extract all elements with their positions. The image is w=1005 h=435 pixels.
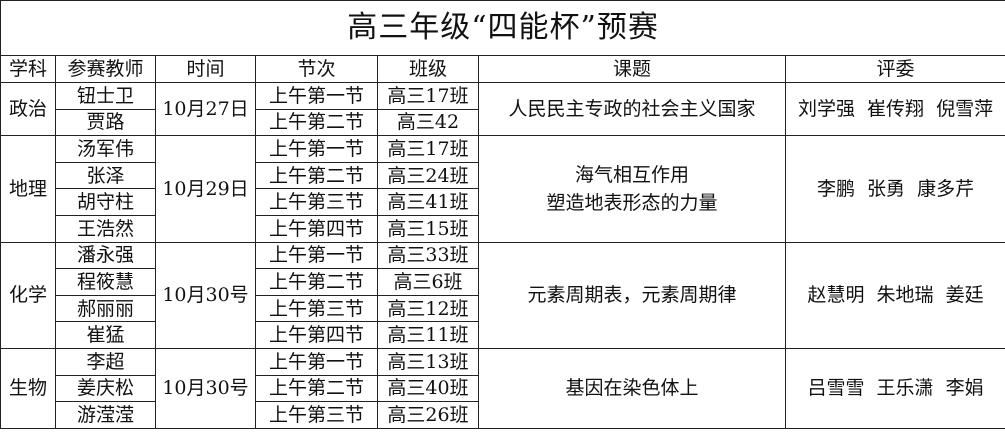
class-cell: 高三40班 <box>377 374 479 403</box>
teacher-cell: 姜庆松 <box>55 374 156 403</box>
topic-line: 元素周期表，元素周期律 <box>527 284 737 307</box>
teacher-cell: 崔猛 <box>55 321 156 349</box>
period-cell: 上午第一节 <box>255 241 378 270</box>
table-row: 程筱慧 上午第二节 高三6班 <box>1 268 1005 296</box>
period-cell: 上午第二节 <box>255 374 378 403</box>
topic-line: 海气相互作用 <box>574 163 689 186</box>
period-cell: 上午第三节 <box>255 294 378 323</box>
subject-cell: 生物 <box>0 347 56 429</box>
class-cell: 高三33班 <box>377 241 479 270</box>
class-cell: 高三42 <box>377 108 479 137</box>
teacher-cell: 钮士卫 <box>55 82 156 110</box>
table-row: 张泽 上午第二节 高三24班 <box>1 161 1005 190</box>
teacher-cell: 潘永强 <box>55 241 156 270</box>
table-row: 郝丽丽 上午第三节 高三12班 <box>1 294 1005 323</box>
period-cell: 上午第二节 <box>255 268 378 296</box>
teacher-cell: 程筱慧 <box>55 268 156 296</box>
judges-cell: 刘学强 崔传翔 倪雪萍 <box>784 81 1005 137</box>
class-cell: 高三6班 <box>377 268 479 296</box>
table-row: 地理 汤军伟 10月29日 上午第一节 高三17班 海气相互作用 塑造地表形态的力量 李鹏 张… <box>0 135 1005 243</box>
class-cell: 高三13班 <box>377 347 479 376</box>
topic-line: 人民民主专政的社会主义国家 <box>508 98 756 121</box>
table-row: 胡守柱 上午第三节 高三41班 <box>1 188 1005 216</box>
date-cell: 10月30号 <box>155 241 256 349</box>
topic-cell: 海气相互作用塑造地表形态的力量 <box>478 135 786 243</box>
judges-cell: 吕雪雪 王乐潇 李娟 <box>784 347 1005 429</box>
subject-cell: 政治 <box>0 81 56 137</box>
class-cell: 高三15班 <box>377 214 479 243</box>
period-cell: 上午第一节 <box>255 82 378 110</box>
header-period: 节次 <box>255 55 378 83</box>
header-teacher: 参赛教师 <box>55 55 156 83</box>
table-row: 化学 潘永强 10月30号 上午第一节 高三33班元素周期表，元素周期律 赵慧明 朱地瑞 … <box>0 241 1005 349</box>
period-cell: 上午第四节 <box>255 214 378 243</box>
period-cell: 上午第一节 <box>255 135 378 163</box>
topic-cell: 元素周期表，元素周期律 <box>478 241 786 349</box>
table-row: 姜庆松 上午第二节 高三40班 <box>1 374 1005 403</box>
class-cell: 高三41班 <box>377 188 479 216</box>
teacher-cell: 游滢滢 <box>55 401 156 429</box>
header-topic: 课题 <box>478 55 786 83</box>
class-cell: 高三12班 <box>377 294 479 323</box>
subject-cell: 化学 <box>0 241 56 349</box>
teacher-cell: 郝丽丽 <box>55 294 156 323</box>
table-row: 政治 钮士卫 10月27日 上午第一节 高三17班人民民主专政的社会主义国家 刘学强 崔传… <box>0 81 1005 137</box>
subject-cell: 地理 <box>0 135 56 243</box>
judges-cell: 李鹏 张勇 康多芹 <box>784 135 1005 243</box>
table-row: 生物 李超 10月30号 上午第一节 高三13班基因在染色体上 吕雪雪 王乐潇 李娟 <box>0 347 1005 429</box>
teacher-cell: 李超 <box>55 347 156 376</box>
period-cell: 上午第二节 <box>255 108 378 137</box>
table-row: 王浩然 上午第四节 高三15班 <box>1 214 1005 243</box>
table-title: 高三年级“四能杯”预赛 <box>0 0 1005 56</box>
topic-line: 基因在染色体上 <box>565 377 699 400</box>
date-cell: 10月30号 <box>155 347 256 429</box>
topic-cell: 人民民主专政的社会主义国家 <box>478 81 786 137</box>
class-cell: 高三17班 <box>377 135 479 163</box>
period-cell: 上午第一节 <box>255 347 378 376</box>
date-cell: 10月27日 <box>155 81 256 137</box>
topic-line: 塑造地表形态的力量 <box>546 191 718 214</box>
period-cell: 上午第四节 <box>255 321 378 349</box>
teacher-cell: 王浩然 <box>55 214 156 243</box>
teacher-cell: 汤军伟 <box>55 135 156 163</box>
teacher-cell: 胡守柱 <box>55 188 156 216</box>
header-class: 班级 <box>377 55 479 83</box>
period-cell: 上午第三节 <box>255 188 378 216</box>
table-row: 贾路 上午第二节 高三42 <box>1 108 1005 137</box>
date-cell: 10月29日 <box>155 135 256 243</box>
teacher-cell: 贾路 <box>55 108 156 137</box>
class-cell: 高三17班 <box>377 82 479 110</box>
topic-cell: 基因在染色体上 <box>478 347 786 429</box>
period-cell: 上午第二节 <box>255 161 378 190</box>
class-cell: 高三11班 <box>377 321 479 349</box>
header-subject: 学科 <box>0 55 56 83</box>
period-cell: 上午第三节 <box>255 401 378 429</box>
table-row: 游滢滢 上午第三节 高三26班 <box>1 401 1005 429</box>
class-cell: 高三26班 <box>377 401 479 429</box>
table-row: 崔猛 上午第四节 高三11班 <box>1 321 1005 349</box>
judges-cell: 赵慧明 朱地瑞 姜廷 <box>784 241 1005 349</box>
class-cell: 高三24班 <box>377 161 479 190</box>
teacher-cell: 张泽 <box>55 161 156 190</box>
header-judges: 评委 <box>784 55 1005 83</box>
header-row: 学科 参赛教师 时间 节次 班级 课题 评委 <box>0 55 1005 83</box>
header-date: 时间 <box>155 55 256 83</box>
